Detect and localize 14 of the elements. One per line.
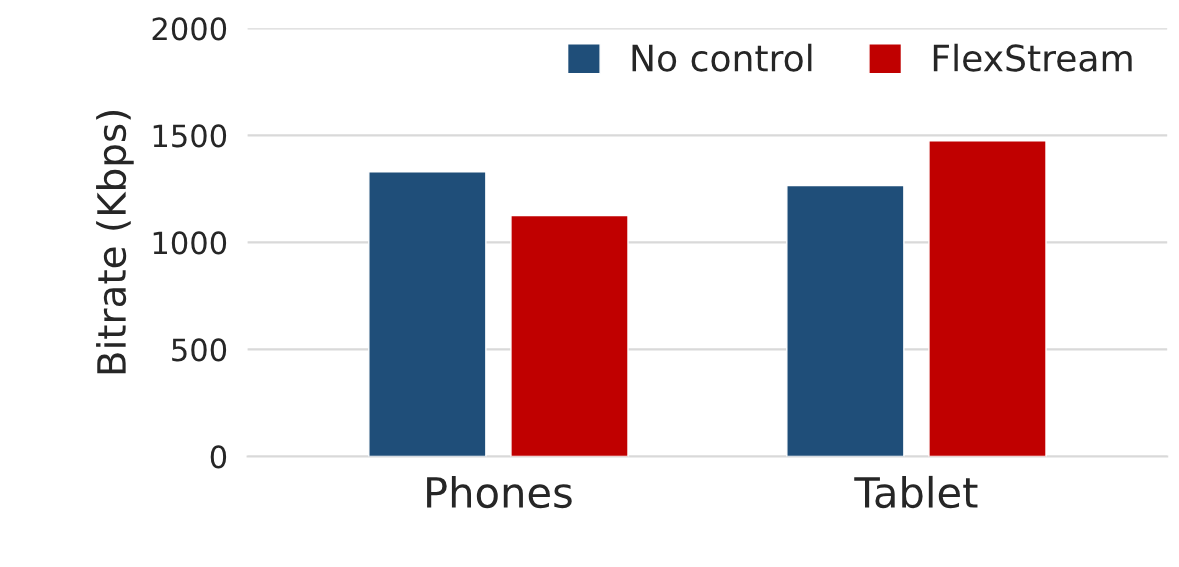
bar	[368, 171, 487, 457]
bar	[928, 140, 1047, 457]
y-tick-label: 1500	[153, 124, 227, 148]
legend-label: No control	[632, 43, 812, 72]
legend-label: FlexStream	[933, 43, 1132, 72]
y-tick-label: 0	[210, 445, 227, 469]
y-axis-title: Bitrate (Kbps)	[96, 110, 134, 374]
y-tick-label: 500	[172, 338, 227, 362]
x-tick-label: Phones	[427, 475, 572, 509]
x-tick-label: Tablet	[854, 475, 978, 509]
bar	[510, 214, 629, 457]
y-tick-label: 1000	[153, 231, 227, 255]
y-tick-label: 2000	[152, 17, 227, 41]
bar	[786, 184, 905, 457]
